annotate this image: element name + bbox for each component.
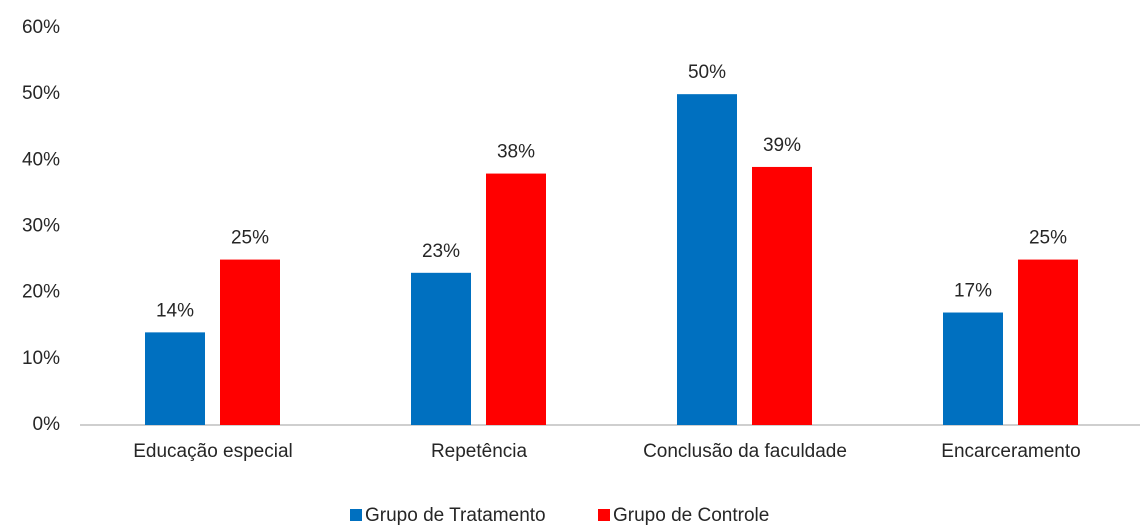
bar bbox=[411, 272, 471, 425]
bar bbox=[752, 166, 812, 425]
y-tick-label: 40% bbox=[22, 149, 60, 170]
data-label: 39% bbox=[763, 135, 801, 156]
bar bbox=[486, 173, 546, 425]
data-label: 25% bbox=[231, 228, 269, 249]
legend-swatch bbox=[598, 509, 610, 521]
legend-label: Grupo de Tratamento bbox=[365, 505, 546, 526]
legend-swatch bbox=[350, 509, 362, 521]
bar bbox=[145, 332, 205, 425]
y-tick-label: 30% bbox=[22, 216, 60, 237]
bar bbox=[677, 94, 737, 426]
y-tick-label: 60% bbox=[22, 17, 60, 38]
data-label: 25% bbox=[1029, 228, 1067, 249]
x-tick-label: Conclusão da faculdade bbox=[643, 441, 847, 462]
data-label: 14% bbox=[156, 300, 194, 321]
x-tick-label: Educação especial bbox=[133, 441, 293, 462]
bar bbox=[943, 312, 1003, 425]
data-label: 23% bbox=[422, 241, 460, 262]
y-tick-label: 20% bbox=[22, 282, 60, 303]
y-tick-label: 10% bbox=[22, 348, 60, 369]
data-label: 17% bbox=[954, 281, 992, 302]
bar bbox=[220, 259, 280, 425]
bar bbox=[1018, 259, 1078, 425]
y-tick-label: 50% bbox=[22, 83, 60, 104]
y-tick-label: 0% bbox=[33, 414, 61, 435]
legend-label: Grupo de Controle bbox=[613, 505, 769, 526]
data-label: 50% bbox=[688, 62, 726, 83]
data-label: 38% bbox=[497, 142, 535, 163]
x-tick-label: Repetência bbox=[431, 441, 528, 462]
x-tick-label: Encarceramento bbox=[941, 441, 1080, 462]
